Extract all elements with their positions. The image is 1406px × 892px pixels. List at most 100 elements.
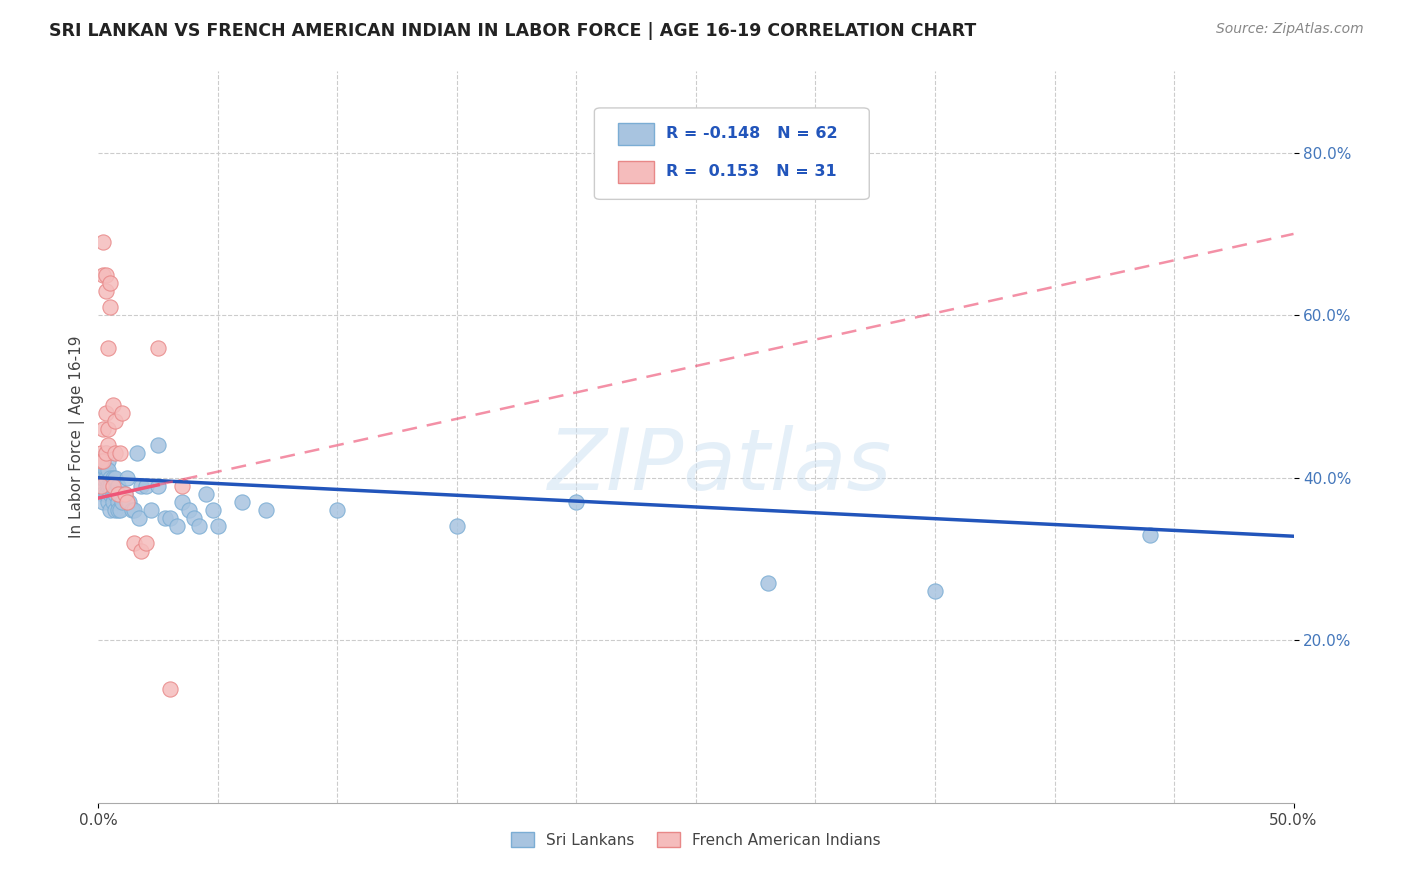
FancyBboxPatch shape xyxy=(619,122,654,145)
Point xyxy=(135,479,157,493)
Point xyxy=(104,446,127,460)
Point xyxy=(148,341,170,355)
Point xyxy=(107,487,129,501)
Point xyxy=(97,495,120,509)
Point xyxy=(104,487,127,501)
Point xyxy=(91,495,114,509)
Point xyxy=(94,406,117,420)
Text: SRI LANKAN VS FRENCH AMERICAN INDIAN IN LABOR FORCE | AGE 16-19 CORRELATION CHAR: SRI LANKAN VS FRENCH AMERICAN INDIAN IN … xyxy=(49,22,976,40)
Point xyxy=(91,454,114,468)
FancyBboxPatch shape xyxy=(619,161,654,183)
Point xyxy=(207,519,229,533)
Point xyxy=(91,268,114,282)
Point xyxy=(94,284,117,298)
Point xyxy=(756,576,779,591)
Point xyxy=(91,454,114,468)
Point xyxy=(107,503,129,517)
Point xyxy=(107,479,129,493)
Point xyxy=(97,422,120,436)
Point xyxy=(231,495,253,509)
Point xyxy=(98,276,122,290)
Point xyxy=(94,446,117,460)
Point xyxy=(159,681,181,696)
Point xyxy=(98,300,122,314)
Point xyxy=(326,503,349,517)
Point xyxy=(114,487,136,501)
Y-axis label: In Labor Force | Age 16-19: In Labor Force | Age 16-19 xyxy=(69,335,84,539)
Point xyxy=(124,503,146,517)
Point xyxy=(104,503,127,517)
Point xyxy=(565,495,588,509)
Point xyxy=(128,511,150,525)
Point xyxy=(101,495,124,509)
Point xyxy=(98,479,122,493)
Point xyxy=(202,503,225,517)
Point xyxy=(125,446,148,460)
Point xyxy=(108,503,131,517)
Point xyxy=(90,462,112,476)
Point xyxy=(90,471,112,485)
Point xyxy=(111,406,134,420)
Point xyxy=(159,511,181,525)
Point xyxy=(101,398,124,412)
Point xyxy=(195,487,218,501)
Point xyxy=(115,495,138,509)
Point xyxy=(94,462,117,476)
Point xyxy=(107,495,129,509)
Point xyxy=(97,438,120,452)
Point xyxy=(101,487,124,501)
Point xyxy=(97,462,120,476)
Point xyxy=(90,479,112,493)
Point xyxy=(124,535,146,549)
Point xyxy=(101,479,124,493)
Point xyxy=(183,511,205,525)
Point xyxy=(98,503,122,517)
Point xyxy=(91,235,114,249)
Point xyxy=(148,438,170,452)
Point xyxy=(94,268,117,282)
Text: ZIPatlas: ZIPatlas xyxy=(548,425,891,508)
Text: R = -0.148   N = 62: R = -0.148 N = 62 xyxy=(666,126,838,141)
Point xyxy=(97,479,120,493)
Point xyxy=(108,487,131,501)
Point xyxy=(91,462,114,476)
Point xyxy=(446,519,468,533)
Point xyxy=(91,487,114,501)
Point xyxy=(1139,527,1161,541)
Point xyxy=(118,495,141,509)
Point xyxy=(179,503,201,517)
Point xyxy=(139,503,162,517)
Point xyxy=(148,479,170,493)
Point xyxy=(108,446,131,460)
Point xyxy=(131,544,153,558)
Point xyxy=(131,479,153,493)
Point xyxy=(111,495,134,509)
Point xyxy=(97,341,120,355)
Point xyxy=(94,446,117,460)
Point xyxy=(172,479,194,493)
Point xyxy=(114,487,136,501)
Point xyxy=(91,422,114,436)
Point xyxy=(135,535,157,549)
Point xyxy=(115,471,138,485)
Point xyxy=(97,454,120,468)
Point xyxy=(90,446,112,460)
Point xyxy=(166,519,188,533)
Point xyxy=(91,471,114,485)
Point xyxy=(104,471,127,485)
Point xyxy=(172,495,194,509)
Point xyxy=(90,454,112,468)
Point xyxy=(254,503,277,517)
Point xyxy=(187,519,209,533)
Point xyxy=(104,414,127,428)
Text: R =  0.153   N = 31: R = 0.153 N = 31 xyxy=(666,164,837,179)
Point xyxy=(94,471,117,485)
FancyBboxPatch shape xyxy=(595,108,869,200)
Point xyxy=(98,487,122,501)
Point xyxy=(121,503,143,517)
Text: Source: ZipAtlas.com: Source: ZipAtlas.com xyxy=(1216,22,1364,37)
Point xyxy=(155,511,177,525)
Legend: Sri Lankans, French American Indians: Sri Lankans, French American Indians xyxy=(505,825,887,854)
Point xyxy=(94,487,117,501)
Point xyxy=(98,471,122,485)
